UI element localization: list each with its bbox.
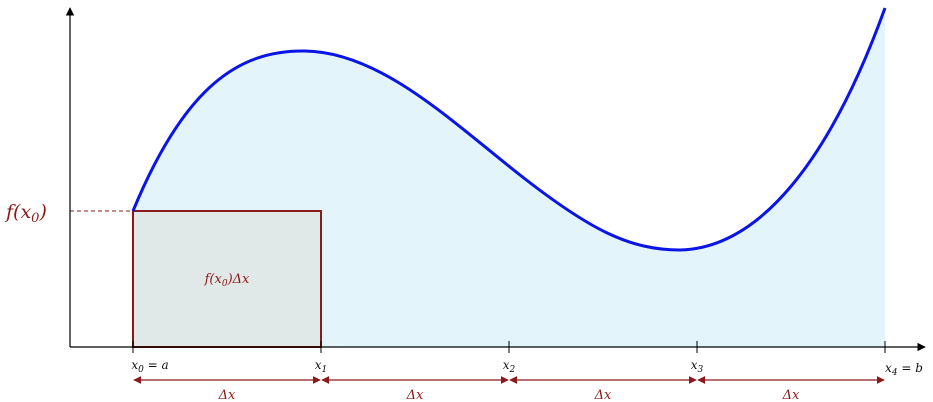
delta-x-label-3: Δx — [594, 388, 612, 402]
x-ticks — [132, 341, 886, 353]
delta-x-label-1: Δx — [218, 388, 236, 402]
f-x0-label: f(x0) — [4, 201, 47, 226]
tick-label-x1: x1 — [315, 358, 328, 375]
tick-label-x4: x4 = b — [885, 361, 923, 378]
delta-x-labels: Δx Δx Δx Δx — [218, 388, 800, 402]
tick-label-x3: x3 — [691, 358, 704, 375]
delta-x-label-2: Δx — [406, 388, 424, 402]
function-curve — [131, 7, 887, 252]
delta-x-label-4: Δx — [782, 388, 800, 402]
x-tick-labels: x0 = a x1 x2 x3 x4 = b — [131, 358, 923, 378]
rectangle-area-label: f(x0)Δx — [204, 272, 250, 289]
tick-label-x0: x0 = a — [131, 358, 168, 375]
tick-label-x2: x2 — [503, 358, 516, 375]
